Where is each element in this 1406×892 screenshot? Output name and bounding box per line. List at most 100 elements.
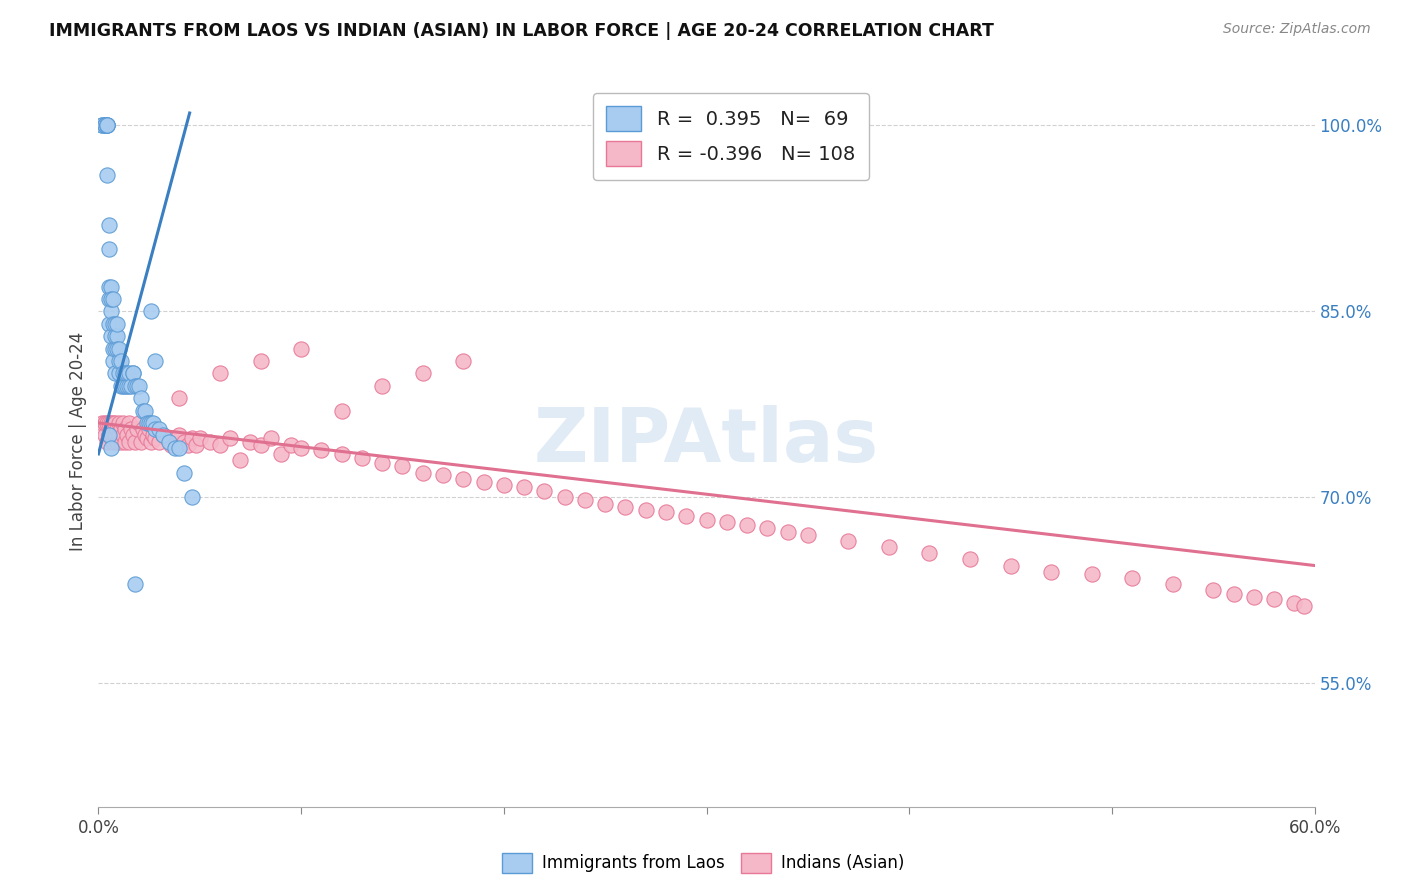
Point: [209, 367, 232, 381]
Point: [101, 292, 124, 306]
Point: [91, 416, 114, 430]
Point: [134, 428, 156, 442]
Point: [143, 431, 166, 445]
Point: [655, 505, 678, 519]
Point: [229, 453, 252, 467]
Point: [111, 416, 134, 430]
Point: [118, 434, 141, 449]
Point: [96, 416, 118, 430]
Point: [110, 422, 132, 436]
Point: [1294, 599, 1316, 614]
Point: [96, 119, 118, 133]
Point: [100, 304, 122, 318]
Point: [184, 438, 207, 452]
Point: [311, 443, 333, 458]
Point: [122, 367, 145, 381]
Point: [143, 354, 166, 368]
Point: [132, 422, 155, 436]
Point: [1000, 558, 1022, 573]
Point: [100, 428, 122, 442]
Point: [169, 428, 191, 442]
Point: [96, 119, 118, 133]
Point: [105, 342, 128, 356]
Point: [114, 422, 136, 436]
Point: [756, 521, 779, 535]
Point: [111, 367, 134, 381]
Point: [105, 434, 128, 449]
Point: [1040, 565, 1063, 579]
Point: [93, 119, 115, 133]
Point: [97, 428, 120, 442]
Point: [239, 434, 262, 449]
Point: [97, 292, 120, 306]
Point: [97, 416, 120, 430]
Point: [260, 431, 283, 445]
Point: [128, 378, 150, 392]
Point: [142, 428, 165, 442]
Point: [574, 492, 596, 507]
Point: [136, 431, 159, 445]
Point: [96, 434, 118, 449]
Point: [1121, 571, 1143, 585]
Point: [118, 367, 141, 381]
Point: [696, 513, 718, 527]
Point: [165, 431, 187, 445]
Point: [176, 438, 198, 452]
Point: [173, 466, 195, 480]
Point: [142, 416, 165, 430]
Point: [554, 491, 576, 505]
Point: [249, 354, 271, 368]
Point: [350, 450, 373, 465]
Point: [1161, 577, 1184, 591]
Point: [101, 416, 124, 430]
Point: [118, 416, 141, 430]
Point: [111, 428, 134, 442]
Point: [93, 119, 115, 133]
Text: ZIPAtlas: ZIPAtlas: [534, 405, 879, 478]
Point: [105, 422, 128, 436]
Point: [100, 329, 122, 343]
Point: [122, 428, 145, 442]
Point: [1202, 583, 1225, 598]
Point: [1284, 596, 1306, 610]
Point: [453, 472, 475, 486]
Point: [91, 119, 114, 133]
Point: [139, 434, 162, 449]
Point: [124, 434, 146, 449]
Point: [877, 540, 900, 554]
Point: [148, 434, 170, 449]
Point: [330, 403, 353, 417]
Point: [290, 342, 312, 356]
Point: [290, 441, 312, 455]
Point: [1243, 590, 1265, 604]
Point: [100, 279, 122, 293]
Point: [104, 367, 127, 381]
Point: [180, 431, 202, 445]
Point: [1263, 592, 1285, 607]
Point: [593, 496, 616, 510]
Point: [959, 552, 981, 566]
Text: IMMIGRANTS FROM LAOS VS INDIAN (ASIAN) IN LABOR FORCE | AGE 20-24 CORRELATION CH: IMMIGRANTS FROM LAOS VS INDIAN (ASIAN) I…: [49, 22, 994, 40]
Point: [432, 468, 454, 483]
Point: [918, 546, 941, 560]
Point: [101, 434, 124, 449]
Point: [115, 378, 138, 392]
Point: [93, 428, 115, 442]
Point: [371, 456, 394, 470]
Point: [634, 502, 657, 516]
Point: [716, 515, 738, 529]
Point: [270, 447, 292, 461]
Point: [115, 367, 138, 381]
Point: [120, 422, 142, 436]
Point: [101, 354, 124, 368]
Point: [776, 524, 799, 539]
Point: [97, 428, 120, 442]
Point: [138, 416, 160, 430]
Point: [120, 378, 142, 392]
Point: [107, 342, 129, 356]
Point: [110, 434, 132, 449]
Point: [107, 367, 129, 381]
Point: [180, 491, 202, 505]
Point: [157, 434, 180, 449]
Point: [219, 431, 242, 445]
